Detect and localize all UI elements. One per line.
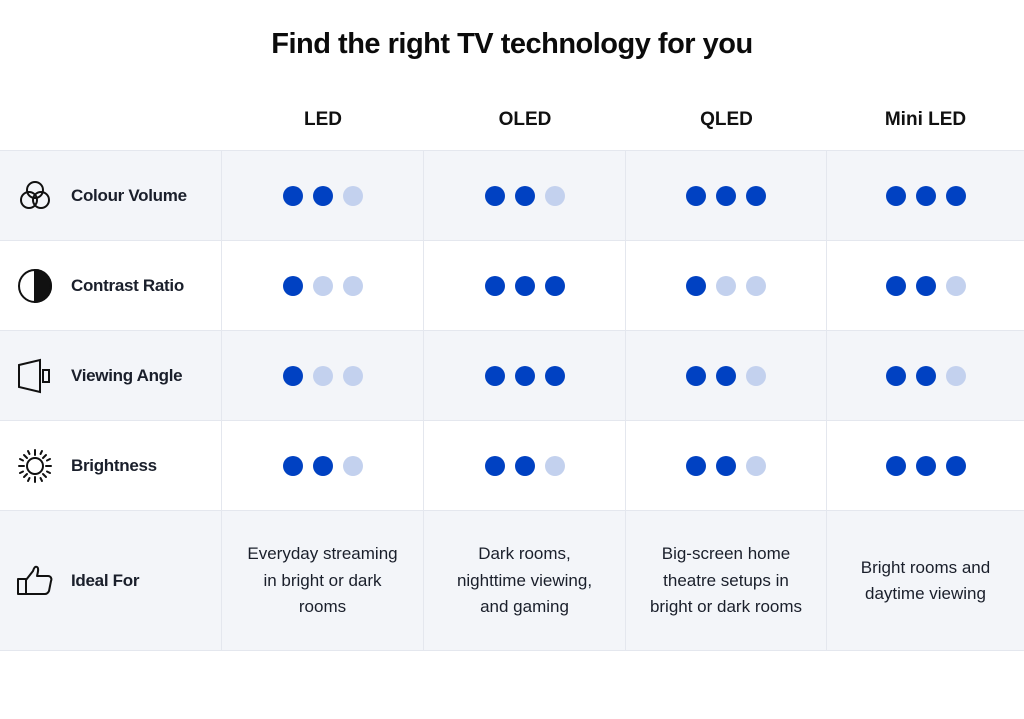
- rating-dot-empty: [342, 456, 363, 476]
- rating-dot-filled: [544, 276, 565, 296]
- column-header-qled: QLED: [700, 109, 753, 130]
- sun-icon: [18, 449, 52, 483]
- rating-dot-filled: [686, 276, 706, 296]
- rating-dot-filled: [514, 276, 535, 296]
- rating-dot-filled: [915, 186, 936, 206]
- table-bottom-border: [0, 650, 1024, 651]
- rating-dot-filled: [484, 366, 505, 386]
- rating-dot-filled: [915, 456, 936, 476]
- rating-dot-empty: [544, 186, 565, 206]
- column-header-led: LED: [304, 109, 342, 130]
- contrast-half-circle-icon: [18, 268, 52, 304]
- rating-mini-led: [827, 421, 1024, 511]
- column-header-mini-led: Mini LED: [884, 109, 967, 130]
- rating-dot-empty: [716, 276, 736, 296]
- rating-dot-filled: [282, 276, 303, 296]
- rating-row: Viewing Angle: [0, 330, 1024, 421]
- rating-dot-filled: [282, 186, 303, 206]
- row-label: Viewing Angle: [0, 331, 222, 421]
- rating-dot-empty: [342, 366, 363, 386]
- row-label: Ideal For: [0, 511, 222, 651]
- rating-oled: [424, 151, 626, 241]
- rating-qled: [626, 151, 827, 241]
- rating-led: [222, 241, 424, 331]
- rating-dot-filled: [915, 366, 936, 386]
- rating-row: Contrast Ratio: [0, 240, 1024, 331]
- rating-dot-empty: [746, 456, 766, 476]
- rating-mini-led: [827, 241, 1024, 331]
- rating-dot-filled: [746, 186, 766, 206]
- rating-dot-filled: [885, 366, 906, 386]
- rating-dot-filled: [484, 456, 505, 476]
- ideal-for-led: Everyday streaming in bright or dark roo…: [247, 544, 398, 617]
- rating-dot-filled: [544, 366, 565, 386]
- rating-dot-filled: [945, 456, 966, 476]
- rating-led: [222, 421, 424, 511]
- rating-dot-filled: [716, 456, 736, 476]
- rating-qled: [626, 421, 827, 511]
- ideal-for-qled: Big-screen home theatre setups in bright…: [649, 544, 803, 617]
- rating-dot-filled: [686, 186, 706, 206]
- rating-dot-filled: [312, 456, 333, 476]
- rating-qled: [626, 331, 827, 421]
- rating-dot-empty: [544, 456, 565, 476]
- rating-row: Brightness: [0, 420, 1024, 511]
- ideal-for-row: Ideal For Everyday streaming in bright o…: [0, 510, 1024, 651]
- ideal-for-mini-led: Bright rooms and daytime viewing: [860, 557, 991, 604]
- rating-dot-filled: [312, 186, 333, 206]
- rating-dot-filled: [945, 186, 966, 206]
- rating-dot-filled: [716, 186, 736, 206]
- rating-dot-empty: [312, 276, 333, 296]
- rating-dot-filled: [514, 366, 535, 386]
- rating-dot-filled: [282, 456, 303, 476]
- rating-dot-filled: [514, 456, 535, 476]
- rating-dot-empty: [342, 276, 363, 296]
- rating-dot-filled: [282, 366, 303, 386]
- rating-dot-filled: [885, 456, 906, 476]
- rating-dot-filled: [484, 186, 505, 206]
- rating-dot-filled: [885, 276, 906, 296]
- rating-oled: [424, 241, 626, 331]
- rating-led: [222, 331, 424, 421]
- ideal-for-oled: Dark rooms, nighttime viewing, and gamin…: [456, 544, 593, 617]
- rating-row: Colour Volume: [0, 150, 1024, 241]
- viewing-angle-icon: [18, 358, 50, 394]
- rating-oled: [424, 421, 626, 511]
- rating-dot-filled: [915, 276, 936, 296]
- rating-qled: [626, 241, 827, 331]
- rating-oled: [424, 331, 626, 421]
- rating-dot-empty: [945, 276, 966, 296]
- rating-dot-filled: [686, 366, 706, 386]
- colour-venn-icon: [20, 181, 50, 209]
- rating-dot-filled: [716, 366, 736, 386]
- page-title: Find the right TV technology for you: [271, 28, 753, 60]
- rating-mini-led: [827, 331, 1024, 421]
- row-label: Contrast Ratio: [0, 241, 222, 331]
- rating-dot-filled: [514, 186, 535, 206]
- rating-dot-filled: [885, 186, 906, 206]
- rating-dot-empty: [312, 366, 333, 386]
- thumbs-up-icon: [17, 565, 53, 595]
- row-label: Colour Volume: [0, 151, 222, 241]
- rating-dot-empty: [746, 276, 766, 296]
- rating-dot-empty: [945, 366, 966, 386]
- rating-led: [222, 151, 424, 241]
- rating-mini-led: [827, 151, 1024, 241]
- rating-dot-empty: [746, 366, 766, 386]
- rating-dot-filled: [686, 456, 706, 476]
- rating-dot-empty: [342, 186, 363, 206]
- column-header-oled: OLED: [498, 109, 552, 130]
- rating-dot-filled: [484, 276, 505, 296]
- row-label: Brightness: [0, 421, 222, 511]
